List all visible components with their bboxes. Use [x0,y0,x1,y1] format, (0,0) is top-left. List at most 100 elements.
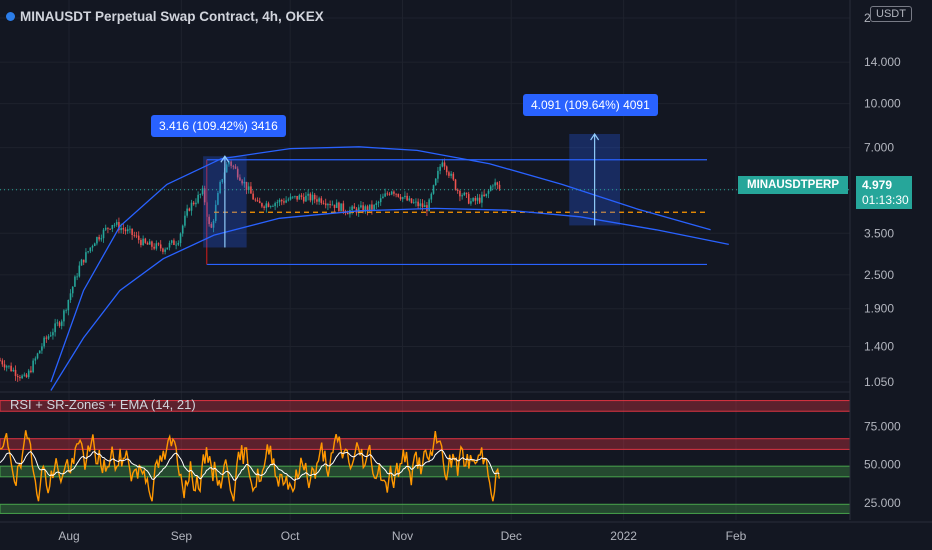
candle-body [454,179,457,190]
candle-body [371,204,373,210]
candle-body [162,248,164,252]
candle-body [362,205,364,212]
rsi-lines [0,430,500,502]
candle-body [199,194,202,195]
candle-body [210,224,213,228]
candle-body [135,235,138,237]
last-price-badge: 4.979 01:13:30 [856,176,912,209]
candle-body [437,170,439,179]
candle-body [85,252,87,263]
candle-body [71,286,74,294]
candle-body [417,201,419,207]
candle-body [342,203,345,212]
candle-body [423,205,426,208]
candle-body [309,193,312,201]
candle-body [419,203,422,207]
price-tick-label: 1.050 [864,375,894,389]
candle-body [78,265,81,277]
drawings [0,132,850,391]
time-tick-label: Sep [171,529,193,543]
candle-body [256,200,259,202]
left-measure-label[interactable]: 3.416 (109.42%) 3416 [151,115,286,137]
candle-body [100,238,103,240]
candle-body [450,173,452,176]
candle-body [368,204,371,211]
candle-body [353,206,356,209]
candle-body [272,206,274,207]
candle-body [109,228,111,230]
candle-body [388,193,391,195]
candle-body [267,203,270,207]
candle-body [41,346,43,351]
candle-body [107,227,109,229]
candle-body [421,203,424,208]
price-tick-label: 3.500 [864,226,894,240]
candle-body [274,203,276,207]
candle-body [8,365,10,367]
candle-body [217,192,219,205]
candle-body [263,206,265,208]
candle-body [476,197,479,201]
candle-body [228,161,230,165]
candle-body [113,224,116,226]
candle-body [12,369,15,372]
candle-body [254,199,257,201]
right-measure-label[interactable]: 4.091 (109.64%) 4091 [523,94,658,116]
candle-body [410,198,413,203]
candle-body [115,222,118,225]
candle-body [456,189,459,191]
candle-body [25,374,28,378]
candle-body [104,227,107,230]
candle-body [489,186,492,191]
time-tick-label: Feb [726,529,747,543]
candle-body [111,225,114,230]
candle-body [327,204,329,206]
candle-body [452,173,455,180]
candle-body [179,233,182,243]
candle-body [80,259,83,266]
candle-body [448,172,450,176]
candle-body [487,190,490,194]
candle-body [175,244,177,246]
indicator-legend[interactable]: RSI + SR-Zones + EMA (14, 21) [10,397,196,412]
candle-body [190,202,193,211]
candle-body [478,197,481,203]
time-tick-label: Aug [58,529,79,543]
price-tick-label: 7.000 [864,141,894,155]
candle-body [65,310,67,312]
candle-body [5,366,8,368]
candle-body [221,179,224,182]
candle-body [261,203,263,207]
candle-body [472,198,474,202]
candle-body [252,193,254,200]
candle-body [34,358,37,361]
candle-body [157,243,160,245]
candle-body [98,237,100,240]
candle-body [89,247,92,252]
candle-body [498,184,501,189]
ema-line [0,449,500,482]
candle-body [21,375,23,379]
candle-body [364,206,367,212]
candle-body [404,195,406,198]
candle-body [443,162,446,167]
candle-body [54,323,56,333]
candle-body [186,208,188,216]
candle-body [430,193,433,200]
candle-body [247,186,250,190]
candle-body [492,185,494,187]
currency-button[interactable]: USDT [870,6,912,22]
candle-body [0,360,1,362]
candle-body [395,193,397,195]
candle-body [23,374,26,376]
candle-body [287,199,290,201]
candle-body [177,242,180,245]
candle-body [27,370,30,378]
candle-body [67,299,70,311]
candle-body [335,202,338,208]
candle-body [366,206,369,211]
candle-body [351,206,353,211]
candle-body [234,166,237,169]
candle-body [415,201,417,203]
